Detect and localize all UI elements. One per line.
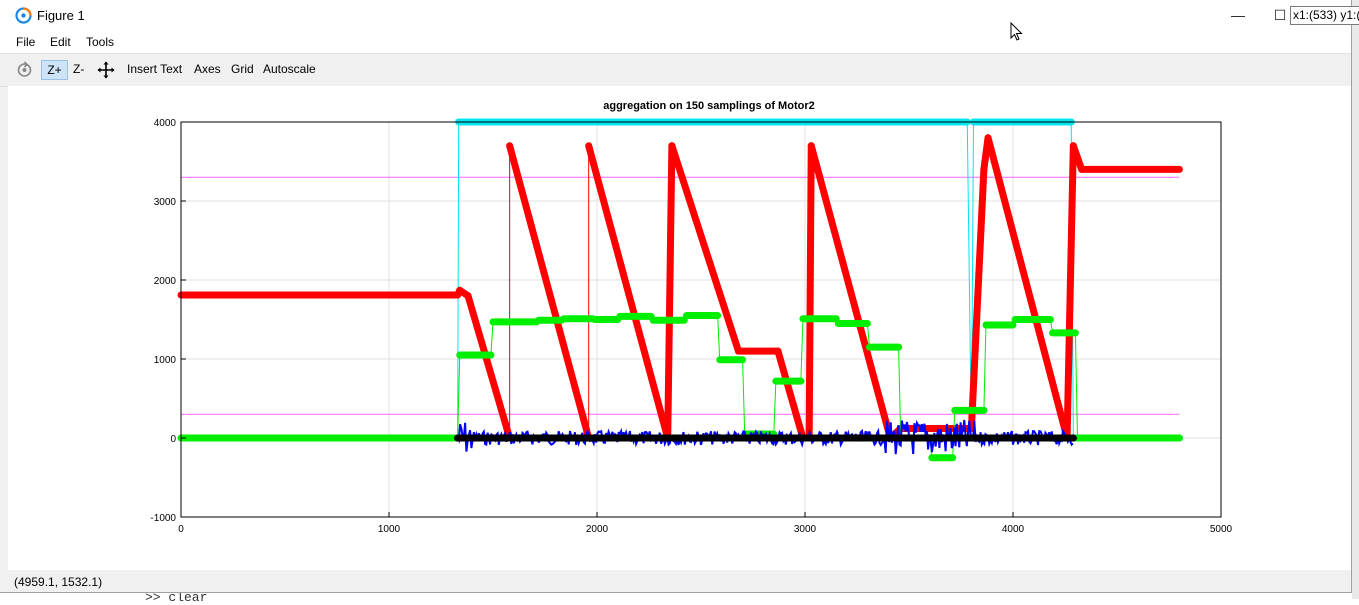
- octave-app-icon: [15, 7, 32, 24]
- marker-band: [967, 165, 988, 433]
- marker-band: [774, 347, 807, 442]
- pan-icon[interactable]: [97, 61, 115, 79]
- menu-bar: File Edit Tools: [0, 31, 1351, 53]
- title-bar: Figure 1 — ☐ x1:(533) y1:(: [0, 0, 1359, 31]
- zoom-in-button[interactable]: Z+: [41, 60, 68, 80]
- marker-band: [805, 142, 815, 442]
- y-tick-label: 3000: [154, 197, 177, 208]
- x-tick-label: 0: [178, 524, 184, 535]
- y-tick-label: 1000: [154, 355, 177, 366]
- chart[interactable]: aggregation on 150 samplings of Motor2 0…: [8, 86, 1351, 570]
- axes-button[interactable]: Axes: [194, 62, 221, 76]
- coordinate-tooltip: x1:(533) y1:(: [1290, 6, 1359, 25]
- background-window-edge: [1352, 0, 1359, 599]
- cursor-coordinates: (4959.1, 1532.1): [14, 575, 103, 589]
- maximize-button[interactable]: ☐: [1273, 7, 1287, 23]
- y-tick-label: 4000: [154, 118, 177, 129]
- marker-band: [506, 142, 593, 442]
- rotate-icon[interactable]: [16, 61, 33, 78]
- menu-tools[interactable]: Tools: [86, 35, 115, 49]
- marker-band: [807, 142, 894, 442]
- marker-band: [464, 292, 514, 442]
- y-tick-label: 0: [170, 434, 176, 445]
- minimize-button[interactable]: —: [1231, 7, 1245, 23]
- chart-title: aggregation on 150 samplings of Motor2: [603, 100, 814, 112]
- status-bar: (4959.1, 1532.1): [0, 570, 1351, 592]
- x-tick-label: 3000: [794, 524, 817, 535]
- x-tick-label: 2000: [586, 524, 609, 535]
- x-tick-label: 4000: [1002, 524, 1025, 535]
- x-tick-label: 5000: [1210, 524, 1233, 535]
- window-title: Figure 1: [37, 8, 85, 23]
- grid-button[interactable]: Grid: [231, 62, 254, 76]
- plot-canvas[interactable]: aggregation on 150 samplings of Motor2 0…: [8, 86, 1351, 570]
- zoom-out-button[interactable]: Z-: [73, 62, 85, 76]
- series-3: [177, 134, 1183, 442]
- mouse-cursor-icon: [1010, 22, 1023, 41]
- marker-band: [1069, 142, 1086, 173]
- marker-band: [668, 142, 742, 355]
- y-tick-label: 2000: [154, 276, 177, 287]
- marker-band: [664, 142, 676, 442]
- marker-band: [585, 142, 672, 442]
- series-4: [177, 312, 1183, 462]
- autoscale-button[interactable]: Autoscale: [263, 62, 316, 76]
- insert-text-button[interactable]: Insert Text: [127, 62, 183, 76]
- menu-file[interactable]: File: [16, 35, 36, 49]
- marker-band: [984, 134, 1071, 442]
- marker-band: [1063, 142, 1077, 442]
- figure-toolbar: Z+ Z- Insert Text Axes Grid Autoscale: [0, 53, 1351, 87]
- y-tick-label: -1000: [150, 513, 176, 524]
- menu-edit[interactable]: Edit: [50, 35, 71, 49]
- axes-box: [180, 121, 1222, 518]
- x-tick-label: 1000: [378, 524, 401, 535]
